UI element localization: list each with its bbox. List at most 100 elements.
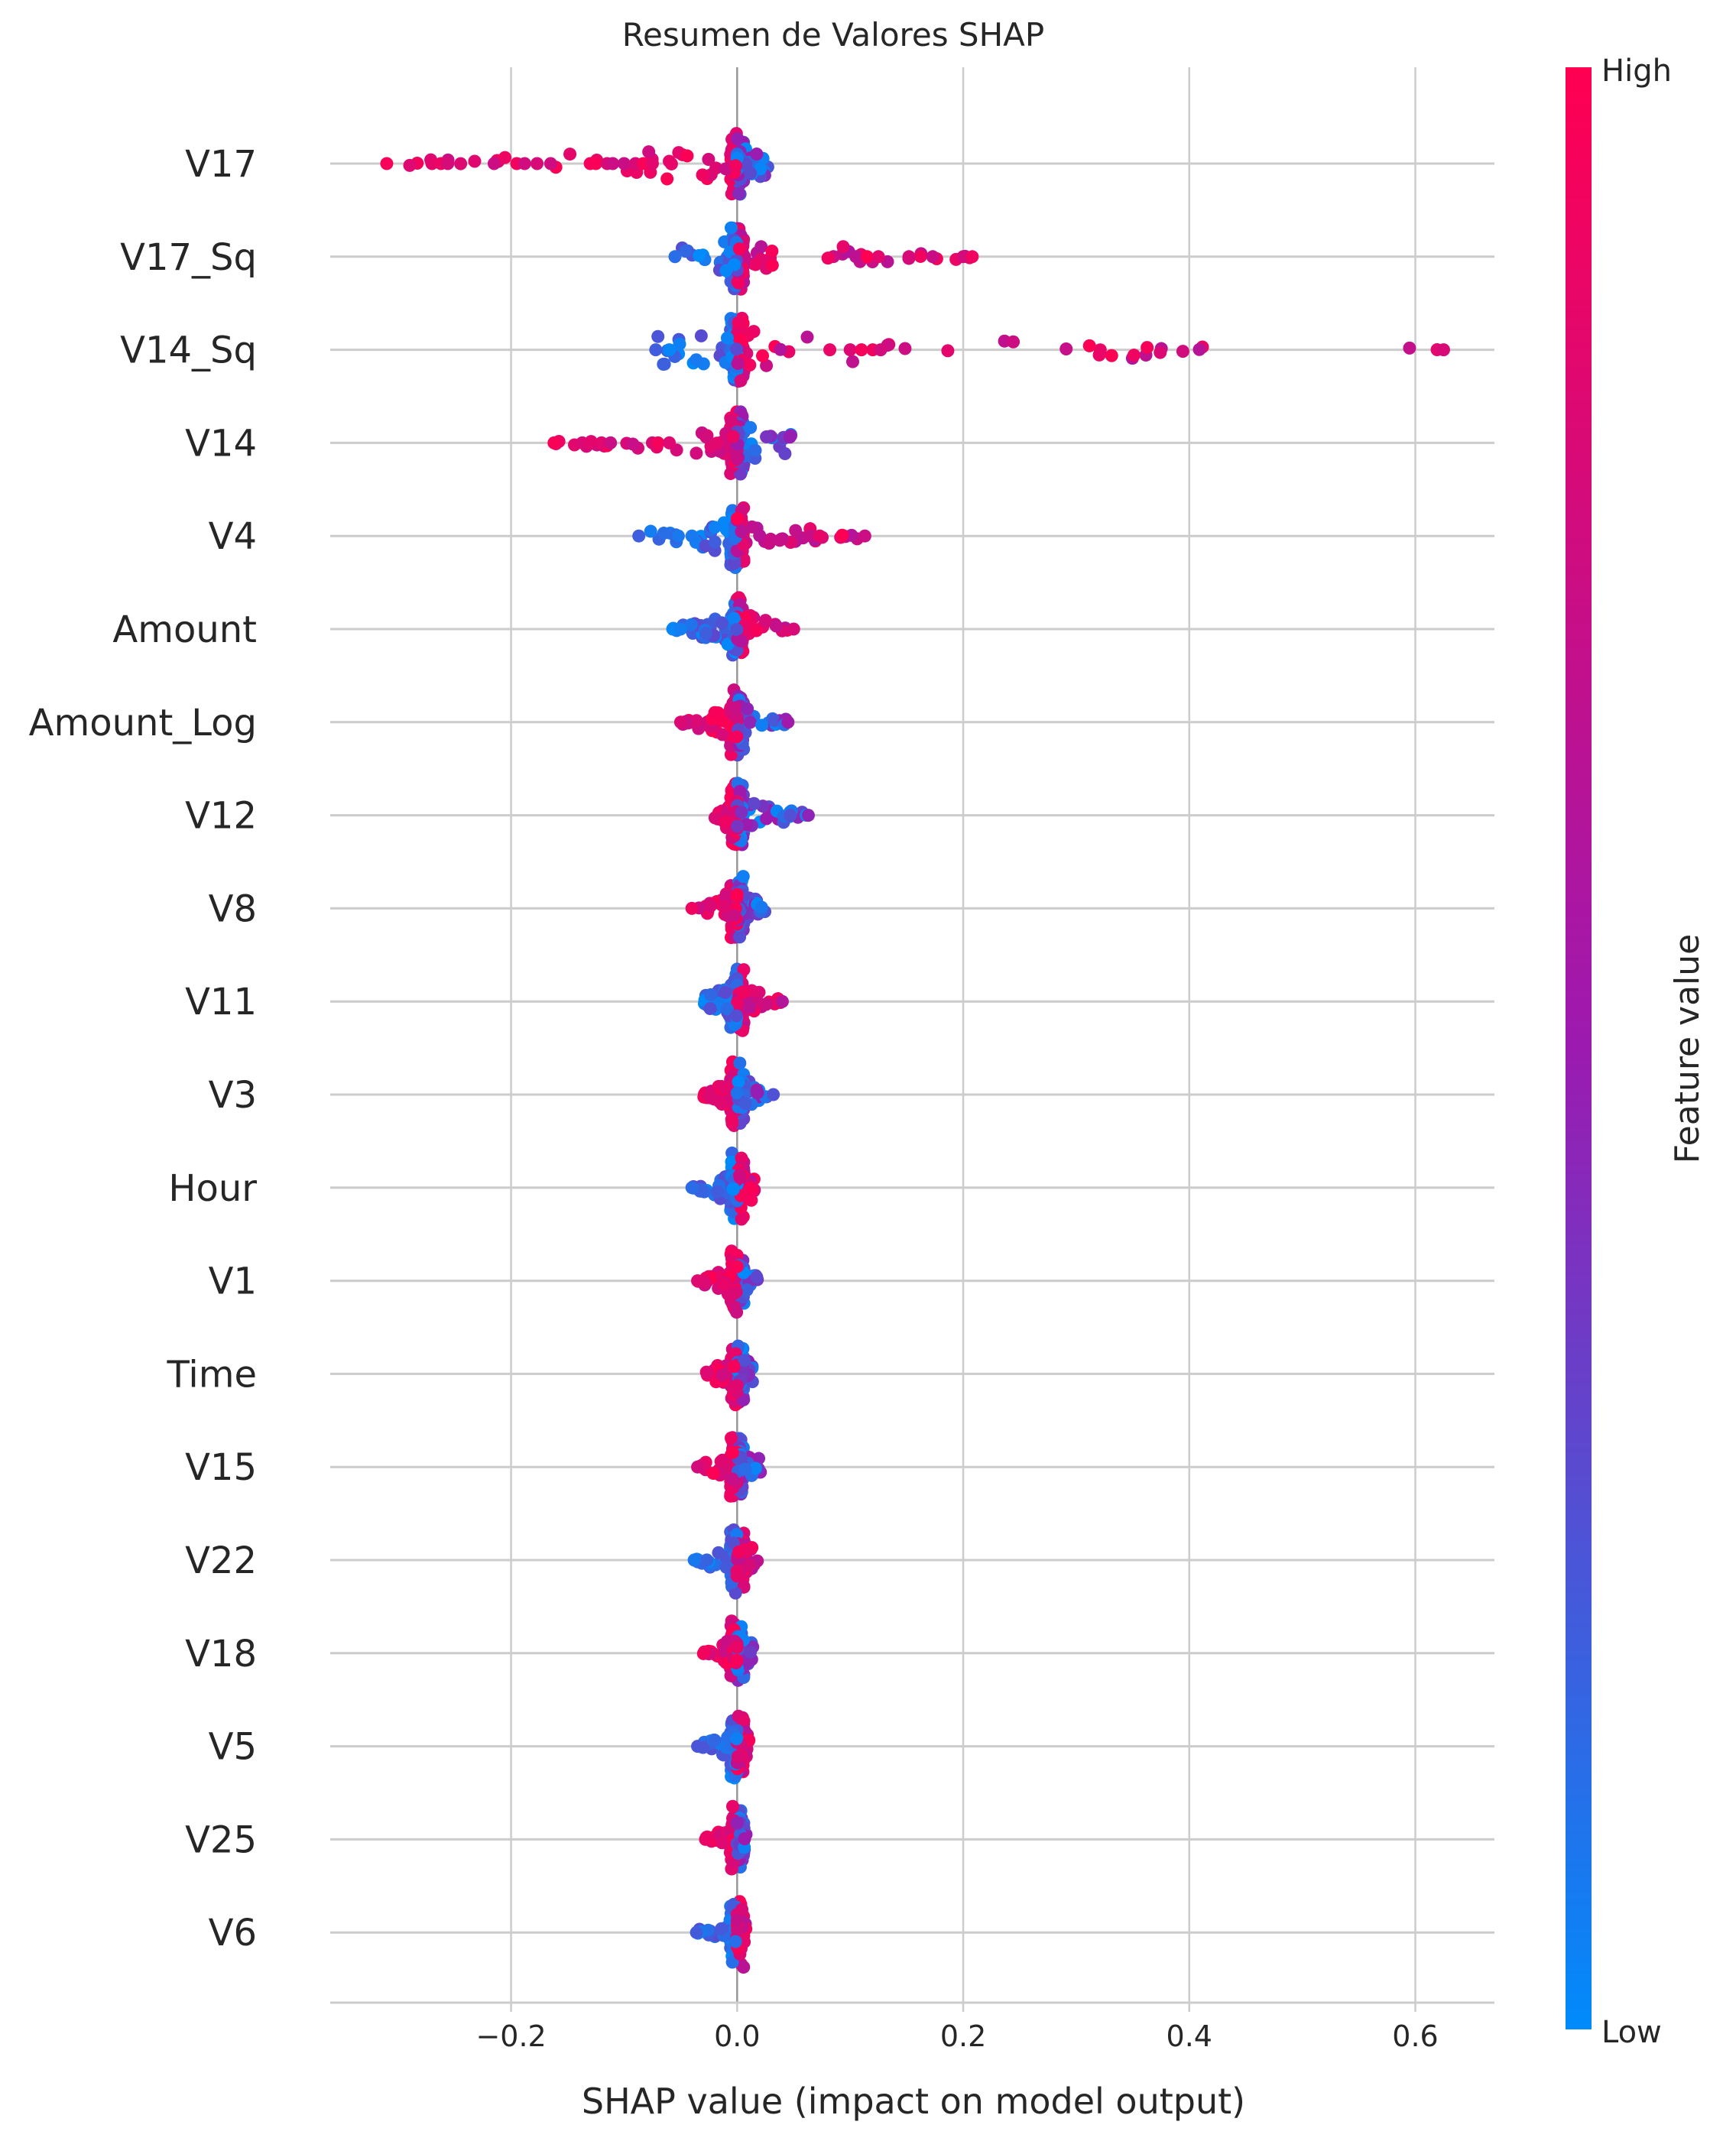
shap-point	[737, 538, 751, 552]
shap-point	[1141, 341, 1154, 355]
shap-point	[563, 148, 577, 161]
shap-point	[845, 528, 858, 542]
x-axis-label: SHAP value (impact on model output)	[582, 2081, 1245, 2122]
shap-point	[1436, 343, 1450, 357]
feature-label: V12	[185, 795, 257, 838]
shap-point	[690, 1925, 703, 1939]
feature-label: V14	[185, 422, 257, 465]
shap-point	[651, 329, 665, 343]
data-points	[380, 127, 1450, 1974]
shap-point	[729, 1286, 743, 1299]
shap-point	[690, 353, 703, 367]
shap-point	[1192, 342, 1206, 356]
shap-point	[715, 1922, 728, 1935]
shap-point	[751, 1085, 764, 1099]
shap-point	[729, 1732, 743, 1746]
shap-point	[836, 240, 850, 254]
shap-point	[704, 988, 718, 1001]
shap-point	[727, 1360, 741, 1374]
shap-point	[730, 623, 744, 637]
shap-point	[380, 157, 394, 170]
shap-point	[403, 158, 417, 172]
shap-point	[730, 451, 744, 465]
shap-point	[728, 1935, 742, 1948]
shap-point	[731, 357, 745, 371]
shap-point	[657, 358, 670, 371]
shap-point	[649, 343, 663, 357]
shap-point	[744, 167, 758, 180]
shap-point	[747, 796, 761, 810]
shap-point	[823, 343, 837, 357]
shap-point	[735, 806, 748, 819]
shap-point	[731, 1923, 745, 1937]
shap-point	[728, 556, 741, 570]
shap-point	[715, 728, 729, 741]
shap-point	[783, 430, 797, 444]
shap-point	[756, 349, 770, 362]
shap-point	[696, 168, 709, 182]
feature-label: V15	[185, 1446, 257, 1489]
shap-point	[732, 1075, 745, 1088]
shap-point	[671, 529, 685, 543]
shap-point	[732, 1545, 746, 1559]
shap-point	[718, 900, 732, 913]
shap-point	[733, 1171, 747, 1185]
colorbar-gradient	[1566, 67, 1592, 2029]
shap-point	[941, 344, 955, 358]
shap-point	[617, 157, 631, 170]
feature-label: V18	[185, 1633, 257, 1676]
shap-point	[710, 1185, 724, 1199]
shap-point	[748, 1461, 762, 1475]
shap-point	[727, 909, 741, 923]
shap-point	[789, 524, 803, 537]
shap-point	[731, 1750, 745, 1763]
shap-point	[784, 809, 797, 822]
shap-point	[760, 430, 774, 444]
shap-point	[725, 414, 738, 428]
shap-point	[729, 701, 743, 715]
colorbar: High Low Feature value	[1566, 54, 1707, 2050]
shap-point	[680, 149, 694, 163]
shap-point	[730, 1816, 744, 1830]
shap-point	[760, 812, 774, 826]
feature-label: V5	[209, 1726, 257, 1769]
shap-point	[738, 1832, 751, 1846]
shap-point	[730, 730, 744, 744]
shap-point	[595, 436, 608, 449]
shap-point	[744, 420, 758, 434]
shap-point	[767, 1088, 780, 1101]
shap-point	[855, 343, 868, 357]
shap-point	[719, 985, 732, 999]
shap-point	[668, 250, 682, 264]
shap-point	[693, 248, 706, 262]
shap-point	[765, 258, 779, 272]
shap-point	[728, 1586, 742, 1600]
shap-point	[715, 1836, 728, 1850]
feature-label: V22	[185, 1539, 257, 1582]
shap-point	[735, 1212, 748, 1226]
shap-point	[690, 714, 703, 728]
shap-point	[730, 1640, 744, 1654]
shap-point	[913, 249, 927, 263]
colorbar-high-label: High	[1601, 54, 1672, 89]
shap-point	[425, 157, 439, 170]
shap-point	[685, 1181, 699, 1195]
shap-point	[706, 1467, 720, 1481]
shap-point	[750, 1270, 764, 1284]
shap-point	[1127, 349, 1141, 362]
shap-point	[1154, 345, 1167, 359]
shap-point	[781, 715, 795, 729]
x-ticks: −0.2 0.0 0.2 0.4 0.6	[475, 2003, 1439, 2053]
colorbar-low-label: Low	[1601, 2015, 1662, 2050]
shap-point	[715, 616, 728, 630]
shap-point	[720, 1002, 734, 1016]
shap-point	[637, 157, 651, 170]
shap-point	[703, 1001, 717, 1015]
shap-point	[775, 994, 789, 1008]
shap-point	[715, 1368, 729, 1382]
shap-point	[748, 258, 762, 271]
x-tick-label: 0.6	[1392, 2019, 1438, 2053]
shap-point	[738, 1354, 751, 1367]
shap-point	[965, 250, 979, 264]
